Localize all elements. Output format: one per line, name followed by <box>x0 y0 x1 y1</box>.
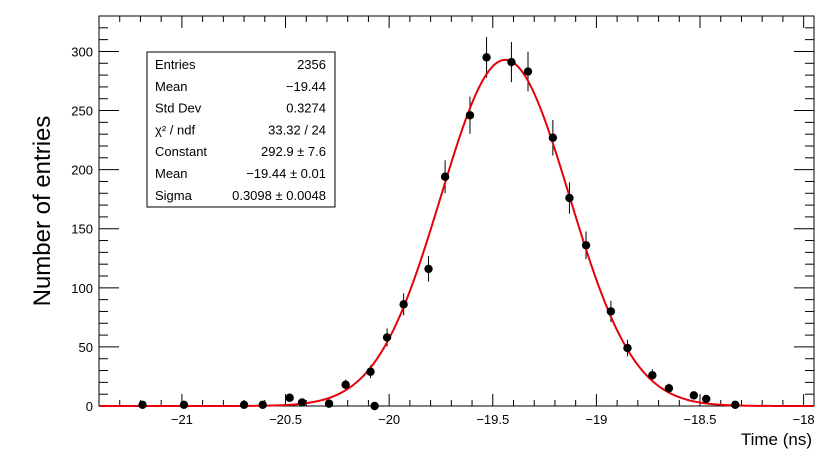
y-axis-title: Number of entries <box>29 116 56 307</box>
stats-value: 292.9 ± 7.6 <box>261 144 326 159</box>
x-tick-label: −18.5 <box>684 412 717 427</box>
y-tick-label: 200 <box>71 163 93 178</box>
major-ticks <box>99 16 814 407</box>
data-point <box>623 343 632 353</box>
data-point <box>440 172 450 181</box>
x-tick-label: −20.5 <box>269 412 302 427</box>
data-point <box>382 333 392 342</box>
stats-label: Entries <box>155 57 196 72</box>
data-point <box>581 241 591 250</box>
stats-rows: Entries 2356 Mean −19.44 Std Dev 0.3274 χ² / n… <box>155 57 326 203</box>
data-point <box>239 400 249 410</box>
y-tick-label: 250 <box>71 104 93 119</box>
data-point <box>482 53 491 62</box>
y-tick-label: 50 <box>79 340 93 355</box>
data-point <box>297 398 307 407</box>
data-point <box>179 400 189 410</box>
data-point <box>258 400 267 410</box>
data-point <box>138 400 147 410</box>
x-axis-title: Time (ns) <box>741 430 812 449</box>
x-tick-label: −20 <box>378 412 400 427</box>
stats-label: Constant <box>155 144 207 159</box>
data-point <box>731 400 740 410</box>
x-tick-label: −19 <box>585 412 607 427</box>
plot-frame <box>98 15 815 407</box>
stats-label: χ² / ndf <box>155 122 195 137</box>
data-point <box>465 111 475 120</box>
stats-value: 0.3274 <box>286 101 326 116</box>
data-point <box>664 384 674 393</box>
x-tick-labels: −21 −20.5 −20 −19.5 −19 −18.5 −18 <box>171 412 815 427</box>
stats-value: −19.44 <box>286 79 326 94</box>
data-point <box>565 193 574 203</box>
y-tick-label: 150 <box>71 222 93 237</box>
data-point <box>341 380 350 389</box>
data-point <box>399 300 408 309</box>
data-point <box>324 399 334 408</box>
data-point <box>523 67 533 76</box>
stats-value: 0.3098 ± 0.0048 <box>232 188 326 203</box>
gaussian-fit-curve <box>99 58 814 407</box>
data-point <box>370 401 379 411</box>
stats-value: −19.44 ± 0.01 <box>246 166 326 181</box>
stats-box-frame <box>146 51 336 208</box>
stats-label: Std Dev <box>155 101 202 116</box>
stats-value: 33.32 / 24 <box>268 122 326 137</box>
data-point <box>285 393 294 402</box>
y-tick-label: 0 <box>86 399 93 414</box>
y-tick-labels: 0 50 100 150 200 250 300 <box>71 44 93 414</box>
x-tick-label: −19.5 <box>476 412 509 427</box>
data-point <box>702 394 711 404</box>
data-point <box>648 371 657 380</box>
data-point <box>366 367 375 376</box>
stats-box: Entries 2356 Mean −19.44 Std Dev 0.3274 χ² / n… <box>146 51 336 208</box>
data-point <box>689 391 698 400</box>
data-point <box>548 133 558 142</box>
x-tick-label: −21 <box>171 412 193 427</box>
data-points <box>138 53 740 411</box>
data-point <box>606 307 616 316</box>
minor-ticks <box>98 15 814 406</box>
stats-value: 2356 <box>297 57 326 72</box>
data-point <box>507 57 516 67</box>
stats-label: Sigma <box>155 188 193 203</box>
y-tick-label: 100 <box>71 281 93 296</box>
data-point <box>424 264 433 274</box>
stats-label: Mean <box>155 79 188 94</box>
x-tick-label: −18 <box>793 412 815 427</box>
y-tick-label: 300 <box>71 44 93 59</box>
stats-label: Mean <box>155 166 188 181</box>
